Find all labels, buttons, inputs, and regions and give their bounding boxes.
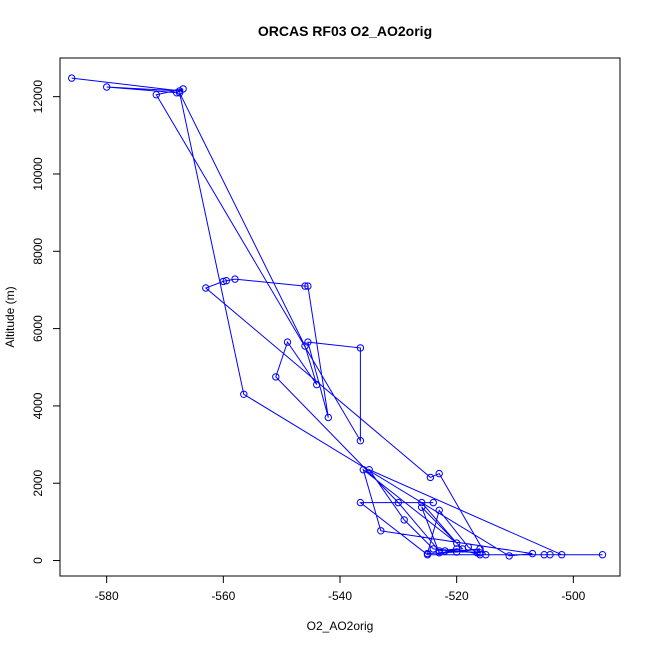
data-point [540, 551, 548, 559]
x-tick-label: -520 [445, 589, 469, 603]
data-point [394, 498, 402, 507]
data-point [356, 344, 365, 352]
data-point [313, 380, 321, 389]
data-point [528, 549, 537, 558]
x-tick-label: -500 [561, 589, 585, 603]
plot-area [68, 74, 607, 560]
data-point [231, 275, 239, 283]
y-tick-label: 0 [31, 557, 45, 564]
data-point [435, 469, 443, 478]
data-point [429, 545, 437, 553]
data-point [301, 342, 309, 350]
data-point [365, 466, 373, 474]
data-point [202, 284, 210, 292]
data-point [453, 539, 461, 547]
y-tick-label: 12000 [31, 80, 45, 114]
y-axis-label: Altitude (m) [3, 286, 17, 347]
x-axis-label: O2_AO2orig [307, 619, 374, 633]
data-point [152, 91, 161, 99]
data-point [356, 498, 365, 507]
data-point [272, 373, 280, 381]
data-point [418, 498, 426, 507]
data-point [546, 551, 554, 559]
data-point [429, 498, 437, 507]
data-point [240, 390, 248, 398]
x-tick-label: -540 [328, 589, 352, 603]
x-tick-label: -580 [95, 589, 119, 603]
data-point [283, 338, 292, 346]
data-point [175, 89, 184, 97]
data-point [301, 282, 309, 290]
x-tick-label: -560 [211, 589, 235, 603]
x-axis: -580 -560 -540 -520 -500 [95, 575, 586, 603]
y-tick-label: 10000 [31, 157, 45, 191]
plot-frame [59, 57, 621, 577]
data-point [426, 473, 435, 482]
data-point [435, 549, 443, 557]
data-point [476, 549, 484, 557]
data-point [304, 282, 312, 290]
data-point [400, 516, 408, 524]
y-tick-label: 2000 [31, 470, 45, 497]
data-point [377, 527, 385, 535]
y-tick-label: 8000 [31, 238, 45, 265]
chart-title: ORCAS RF03 O2_AO2orig [258, 23, 432, 39]
data-point [558, 551, 566, 559]
data-point [356, 437, 365, 445]
data-point [453, 548, 461, 556]
y-tick-label: 4000 [31, 392, 45, 419]
series-line [71, 77, 603, 557]
data-point [473, 549, 481, 557]
data-point [423, 549, 432, 558]
y-tick-label: 6000 [31, 315, 45, 342]
data-point [435, 506, 443, 514]
data-point [68, 74, 76, 82]
data-point [598, 551, 607, 559]
data-point [173, 89, 181, 97]
data-point [222, 277, 231, 285]
data-point [103, 83, 111, 91]
data-point [505, 552, 513, 560]
data-point [418, 503, 426, 511]
data-point [324, 413, 332, 422]
data-point [219, 277, 228, 286]
data-point [453, 545, 461, 553]
data-point [464, 543, 472, 551]
y-axis: 0 2000 4000 6000 8000 10000 12000 [31, 80, 61, 564]
